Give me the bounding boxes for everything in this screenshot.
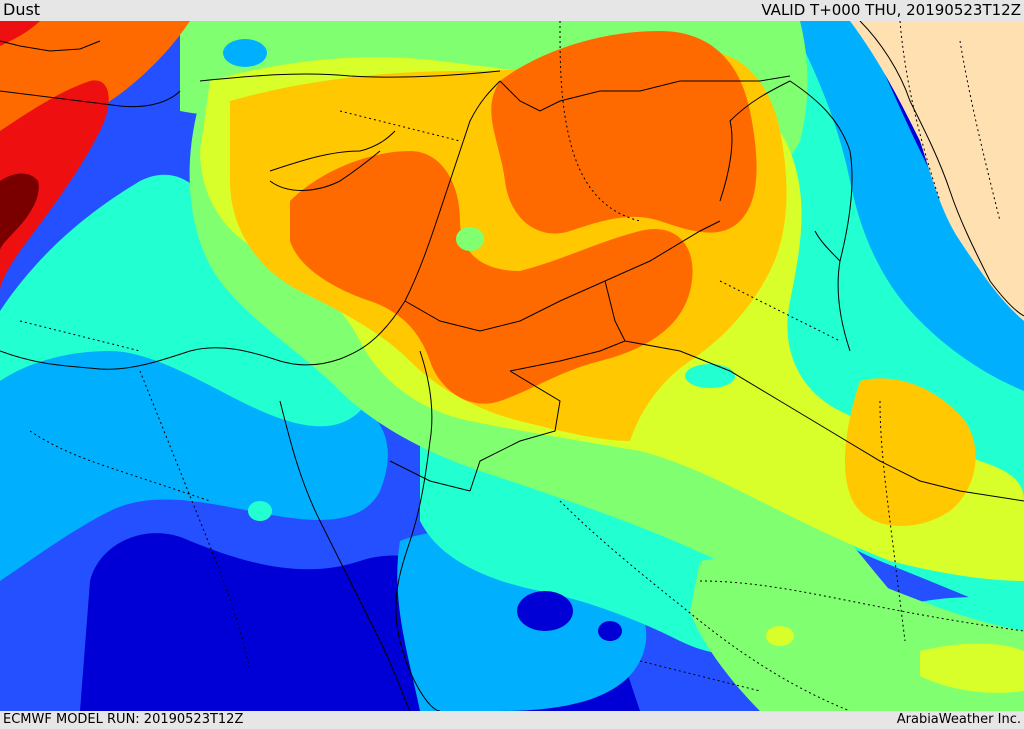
- field-lightblue-east: [770, 21, 1024, 401]
- field-orange-arabia: [491, 31, 757, 234]
- valid-time: VALID T+000 THU, 20190523T12Z: [761, 1, 1021, 19]
- field-blob-lightgreen: [456, 227, 484, 251]
- field-gold-east: [845, 378, 976, 526]
- field-orange-nw: [0, 21, 190, 261]
- field-blob-deep1: [517, 591, 573, 631]
- dust-field-svg: [0, 21, 1024, 711]
- footer-bar: ECMWF MODEL RUN: 20190523T12Z ArabiaWeat…: [0, 711, 1024, 729]
- coastlines: [0, 21, 1024, 711]
- field-blob-sinai: [248, 501, 272, 521]
- country-borders: [0, 40, 1024, 502]
- model-run: ECMWF MODEL RUN: 20190523T12Z: [3, 712, 244, 727]
- dust-map[interactable]: [0, 21, 1024, 711]
- field-title: Dust: [3, 0, 41, 19]
- field-darkred-nw: [0, 173, 39, 251]
- internal-borders: [19, 21, 1024, 711]
- field-red-nw: [0, 80, 109, 291]
- field-red-corner: [0, 21, 40, 46]
- field-blob-caspian: [223, 39, 267, 67]
- field-blob-green-se: [766, 626, 794, 646]
- field-orange-levant: [290, 151, 693, 404]
- field-blob-gulf-cyan: [685, 364, 735, 388]
- field-blob-deep2: [598, 621, 622, 641]
- credit: ArabiaWeather Inc.: [896, 712, 1021, 727]
- field-yellowgreen-se: [920, 643, 1024, 693]
- land-iran: [850, 21, 1024, 321]
- header-bar: Dust VALID T+000 THU, 20190523T12Z: [0, 0, 1024, 21]
- field-cyan-west: [0, 174, 375, 427]
